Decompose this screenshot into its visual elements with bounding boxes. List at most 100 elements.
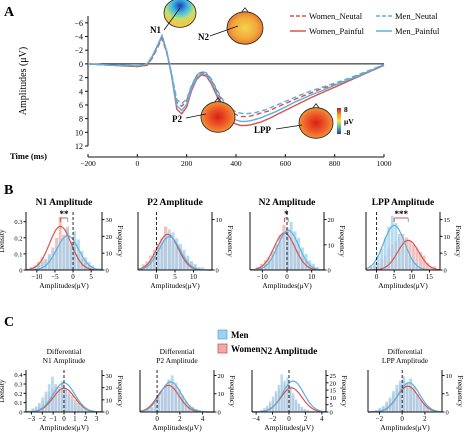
- histogram-bar-men: [57, 389, 61, 413]
- waveform-men-neutal: [87, 36, 385, 115]
- y2-tick-label: 20: [106, 385, 113, 392]
- histogram-bar-men: [67, 393, 71, 413]
- topomap-n2: [226, 7, 264, 45]
- legend-label: Women_Neutal: [309, 11, 363, 21]
- x-tick-label: 2: [178, 415, 182, 423]
- panel-letter-a: A: [4, 5, 15, 20]
- y2-tick-label: 0: [216, 268, 219, 275]
- histogram-bar-men: [268, 401, 272, 413]
- x-tick-label: 0: [287, 415, 291, 423]
- y2-tick-label: 10: [218, 391, 225, 398]
- histogram-title: P2 Amplitude: [156, 356, 198, 365]
- x-tick-label: 4: [201, 415, 205, 423]
- y2-axis-title: Frequency: [116, 225, 125, 257]
- y2-tick-label: 10: [446, 373, 453, 380]
- y2-tick-label: 10: [106, 397, 113, 404]
- histogram-bar-men: [274, 390, 278, 413]
- x-axis-title: Amplitudes(μV): [39, 281, 89, 290]
- histogram-bar-men: [80, 407, 84, 413]
- y2-axis-title: Frequency: [338, 225, 347, 257]
- y2-axis-title: Frequency: [226, 225, 235, 257]
- panel-letter-b: B: [4, 183, 13, 198]
- x-tick-label: 2: [84, 415, 88, 423]
- x-tick-label: 10: [408, 273, 416, 281]
- panel-letter-c: C: [4, 315, 14, 330]
- y-tick-label: 0.3: [14, 382, 22, 389]
- y2-tick-label: 5: [446, 391, 449, 398]
- histogram-bar-men: [288, 385, 292, 413]
- y-tick-label: 0.1: [14, 251, 22, 258]
- y2-tick-label: 30: [106, 217, 113, 224]
- x-tick-label: 0: [62, 415, 66, 423]
- histogram-bar-men: [69, 245, 73, 271]
- y-tick-label: 0: [19, 410, 22, 417]
- histogram-bar-men: [76, 239, 81, 271]
- y2-tick-label: 20: [330, 380, 337, 387]
- x-tick-label: 2: [423, 415, 427, 423]
- histogram-bar-men: [291, 393, 295, 413]
- y-tick-label: 0.2: [14, 235, 22, 242]
- legend-swatch-women: [217, 343, 228, 354]
- density-curve-men: [368, 382, 443, 413]
- legend-swatch-men: [217, 329, 228, 340]
- y2-tick-label: 0: [328, 268, 331, 275]
- p2-pointer: [185, 113, 207, 119]
- x-tick-label: 3: [95, 415, 99, 423]
- y-tick-label: 0.4: [14, 372, 23, 379]
- y2-tick-label: 0: [106, 268, 109, 275]
- y2-tick-label: 0: [218, 410, 221, 417]
- x-tick-label: 5: [89, 273, 93, 281]
- y2-tick-label: 0: [330, 410, 333, 417]
- significance-stars: **: [60, 209, 70, 219]
- scalp-nose-icon: [312, 103, 320, 108]
- histogram-title: LPP Amplitude: [372, 198, 435, 208]
- histogram-bar-men: [160, 393, 164, 413]
- topomap-lpp: [298, 103, 334, 139]
- component-label: P2: [172, 114, 182, 124]
- n2-pointer: [209, 25, 239, 37]
- histogram-title: N1 Amplitude: [36, 198, 93, 208]
- y-tick-label: 0: [79, 60, 83, 69]
- y-tick-label: 6: [79, 101, 83, 110]
- x-axis-title: Amplitudes(μV): [262, 281, 312, 290]
- y-tick-label: 0.3: [14, 219, 22, 226]
- y2-tick-label: 20: [106, 234, 113, 241]
- histogram-bar-men: [271, 396, 275, 413]
- histogram-bar-men: [283, 380, 286, 413]
- x-axis-title: Time (ms): [10, 151, 47, 161]
- histogram-title: Differential: [47, 347, 82, 356]
- scalp-topomap-icon: [298, 107, 334, 139]
- y-tick-label: 0: [19, 268, 22, 275]
- histogram-bar-men: [70, 398, 74, 413]
- x-tick-label: −5: [51, 273, 59, 281]
- x-tick-label: 0: [155, 273, 159, 281]
- colorbar-max: 8: [344, 105, 348, 114]
- y2-tick-label: 10: [444, 234, 451, 241]
- histogram-title: N1 Amplitude: [43, 356, 86, 365]
- histogram-bar-men: [398, 380, 402, 413]
- y2-tick-label: 20: [218, 373, 225, 380]
- legend-label-women: Women: [231, 344, 261, 354]
- x-tick-label: −10: [257, 273, 268, 281]
- histogram-bar-men: [294, 399, 298, 413]
- x-tick-label: −1: [49, 415, 57, 423]
- histogram-title: N2 Amplitude: [261, 347, 318, 357]
- density-curve-men: [250, 229, 325, 271]
- x-tick-label: 0: [135, 159, 139, 168]
- x-tick-label: 5: [392, 273, 396, 281]
- x-tick-label: 0: [155, 415, 159, 423]
- y-axis-title: Amplitudes (μV): [18, 47, 29, 115]
- y-tick-label: −6: [74, 19, 83, 28]
- x-tick-label: −4: [252, 415, 260, 423]
- legend-label: Women_Painful: [309, 26, 365, 36]
- significance-stars: *: [284, 209, 289, 219]
- histogram-bar-men: [289, 221, 294, 271]
- y2-tick-label: 15: [330, 388, 337, 395]
- x-tick-label: −10: [31, 273, 42, 281]
- y2-tick-label: 20: [328, 217, 335, 224]
- x-tick-label: 600: [280, 159, 292, 168]
- y2-axis-title: Frequency: [456, 375, 465, 407]
- scalp-nose-icon: [241, 7, 249, 13]
- scalp-topomap-icon: [163, 0, 197, 28]
